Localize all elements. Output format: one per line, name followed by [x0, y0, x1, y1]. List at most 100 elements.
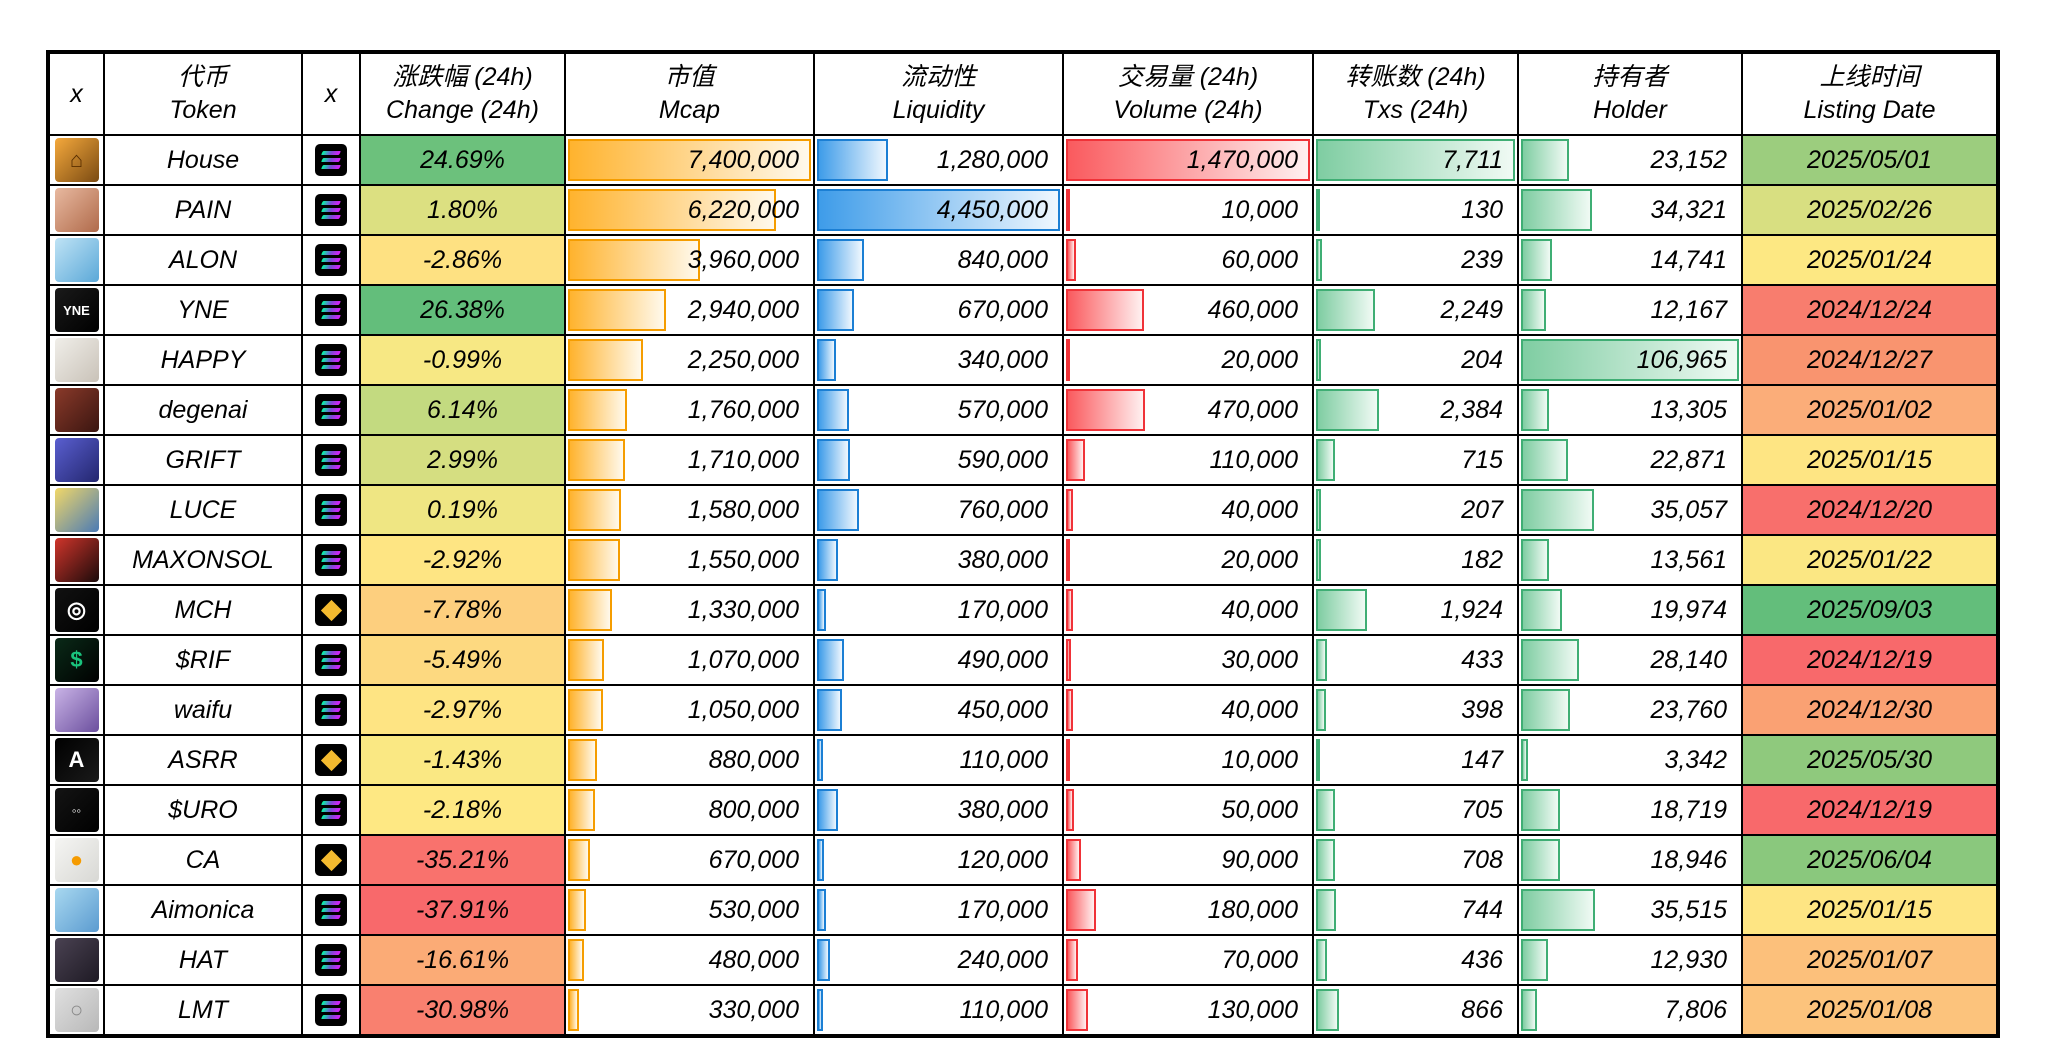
token-avatar-icon: [54, 938, 99, 982]
mcap-databar: [568, 189, 776, 231]
change-value: -7.78%: [422, 595, 503, 624]
column-header-zh: 流动性: [900, 63, 976, 91]
mcap-value: 2,250,000: [687, 345, 799, 374]
holder-databar: [1521, 489, 1594, 531]
holder-value: 28,140: [1650, 645, 1727, 674]
column-header-zh: x: [324, 79, 338, 108]
listing-date-cell: 2024/12/19: [1741, 784, 1999, 836]
token-row[interactable]: ○ LMT -30.98% 330,000 110,000 130,000 86…: [47, 984, 1999, 1037]
liquidity-value: 170,000: [957, 895, 1048, 924]
token-row[interactable]: degenai 6.14% 1,760,000 570,000 470,000 …: [47, 384, 1999, 436]
token-name-cell: $RIF: [103, 634, 303, 686]
volume-value: 460,000: [1207, 295, 1298, 324]
volume-databar: [1066, 889, 1097, 931]
token-row[interactable]: ● CA -35.21% 670,000 120,000 90,000 708 …: [47, 834, 1999, 886]
chain-cell: [301, 934, 361, 986]
token-row[interactable]: YNE YNE 26.38% 2,940,000 670,000 460,000…: [47, 284, 1999, 336]
token-row[interactable]: Aimonica -37.91% 530,000 170,000 180,000…: [47, 884, 1999, 936]
token-row[interactable]: A ASRR -1.43% 880,000 110,000 10,000 147…: [47, 734, 1999, 786]
holder-value: 14,741: [1650, 245, 1727, 274]
holder-cell: 13,561: [1517, 534, 1743, 586]
mcap-databar: [568, 389, 627, 431]
token-avatar-icon: ●: [54, 838, 99, 882]
token-row[interactable]: GRIFT 2.99% 1,710,000 590,000 110,000 71…: [47, 434, 1999, 486]
chain-cell: [301, 634, 361, 686]
token-name: ALON: [168, 245, 238, 274]
mcap-value: 7,400,000: [687, 145, 799, 174]
solana-icon: [315, 194, 347, 226]
column-header-en: Volume (24h): [1113, 96, 1263, 124]
column-header-zh: 市值: [664, 63, 715, 91]
token-name: YNE: [177, 295, 229, 324]
chain-cell: [301, 984, 361, 1037]
txs-databar: [1316, 989, 1339, 1031]
listing-date-cell: 2025/06/04: [1741, 834, 1999, 886]
liquidity-cell: 240,000: [813, 934, 1064, 986]
txs-cell: 715: [1312, 434, 1519, 486]
listing-date-cell: 2025/01/15: [1741, 884, 1999, 936]
change-cell: -37.91%: [359, 884, 566, 936]
liquidity-databar: [817, 289, 855, 331]
txs-cell: 239: [1312, 234, 1519, 286]
listing-date-cell: 2025/05/30: [1741, 734, 1999, 786]
token-name: waifu: [173, 695, 233, 724]
column-header-en: Liquidity: [892, 96, 985, 124]
token-row[interactable]: ALON -2.86% 3,960,000 840,000 60,000 239…: [47, 234, 1999, 286]
change-value: 0.19%: [427, 495, 498, 524]
token-avatar-icon: ○: [54, 988, 99, 1032]
token-avatar-glyph: YNE: [63, 302, 90, 318]
volume-databar: [1066, 589, 1073, 631]
mcap-databar: [568, 589, 613, 631]
mcap-databar: [568, 889, 586, 931]
token-row[interactable]: HAPPY -0.99% 2,250,000 340,000 20,000 20…: [47, 334, 1999, 386]
change-value: 1.80%: [427, 195, 498, 224]
txs-value: 204: [1461, 345, 1503, 374]
mcap-databar: [568, 939, 585, 981]
liquidity-databar: [817, 489, 860, 531]
token-row[interactable]: ◦◦ $URO -2.18% 800,000 380,000 50,000 70…: [47, 784, 1999, 836]
txs-databar: [1316, 939, 1328, 981]
listing-date: 2025/01/07: [1806, 945, 1933, 974]
column-header-liquidity: 流动性 Liquidity: [813, 51, 1064, 136]
liquidity-cell: 1,280,000: [813, 134, 1064, 186]
bnb-icon: [315, 744, 347, 776]
column-header-mcap: 市值 Mcap: [564, 51, 815, 136]
solana-icon: [315, 694, 347, 726]
token-row[interactable]: LUCE 0.19% 1,580,000 760,000 40,000 207 …: [47, 484, 1999, 536]
chain-cell: [301, 234, 361, 286]
txs-cell: 866: [1312, 984, 1519, 1037]
token-row[interactable]: waifu -2.97% 1,050,000 450,000 40,000 39…: [47, 684, 1999, 736]
liquidity-databar: [817, 889, 827, 931]
change-cell: -0.99%: [359, 334, 566, 386]
listing-date: 2025/01/15: [1806, 445, 1933, 474]
mcap-databar: [568, 839, 591, 881]
liquidity-cell: 570,000: [813, 384, 1064, 436]
token-row[interactable]: ◎ MCH -7.78% 1,330,000 170,000 40,000 1,…: [47, 584, 1999, 636]
liquidity-cell: 340,000: [813, 334, 1064, 386]
mcap-value: 1,070,000: [687, 645, 799, 674]
token-row[interactable]: PAIN 1.80% 6,220,000 4,450,000 10,000 13…: [47, 184, 1999, 236]
token-name-cell: HAPPY: [103, 334, 303, 386]
column-header-avatar: x: [47, 51, 105, 136]
mcap-value: 880,000: [708, 745, 799, 774]
listing-date: 2025/06/04: [1806, 845, 1933, 874]
token-avatar-cell: [47, 434, 105, 486]
change-value: -1.43%: [422, 745, 503, 774]
volume-value: 40,000: [1221, 595, 1298, 624]
token-row[interactable]: ⌂ House 24.69% 7,400,000 1,280,000 1,470…: [47, 134, 1999, 186]
change-value: -2.92%: [422, 545, 503, 574]
token-row[interactable]: $ $RIF -5.49% 1,070,000 490,000 30,000 4…: [47, 634, 1999, 686]
liquidity-databar: [817, 589, 827, 631]
mcap-value: 1,710,000: [687, 445, 799, 474]
listing-date-cell: 2024/12/24: [1741, 284, 1999, 336]
holder-databar: [1521, 439, 1569, 481]
holder-databar: [1521, 889, 1595, 931]
volume-value: 470,000: [1207, 395, 1298, 424]
volume-value: 130,000: [1207, 995, 1298, 1024]
solana-icon: [315, 344, 347, 376]
mcap-cell: 330,000: [564, 984, 815, 1037]
token-row[interactable]: HAT -16.61% 480,000 240,000 70,000 436 1…: [47, 934, 1999, 986]
token-row[interactable]: MAXONSOL -2.92% 1,550,000 380,000 20,000…: [47, 534, 1999, 586]
volume-cell: 20,000: [1062, 534, 1314, 586]
liquidity-cell: 110,000: [813, 984, 1064, 1037]
